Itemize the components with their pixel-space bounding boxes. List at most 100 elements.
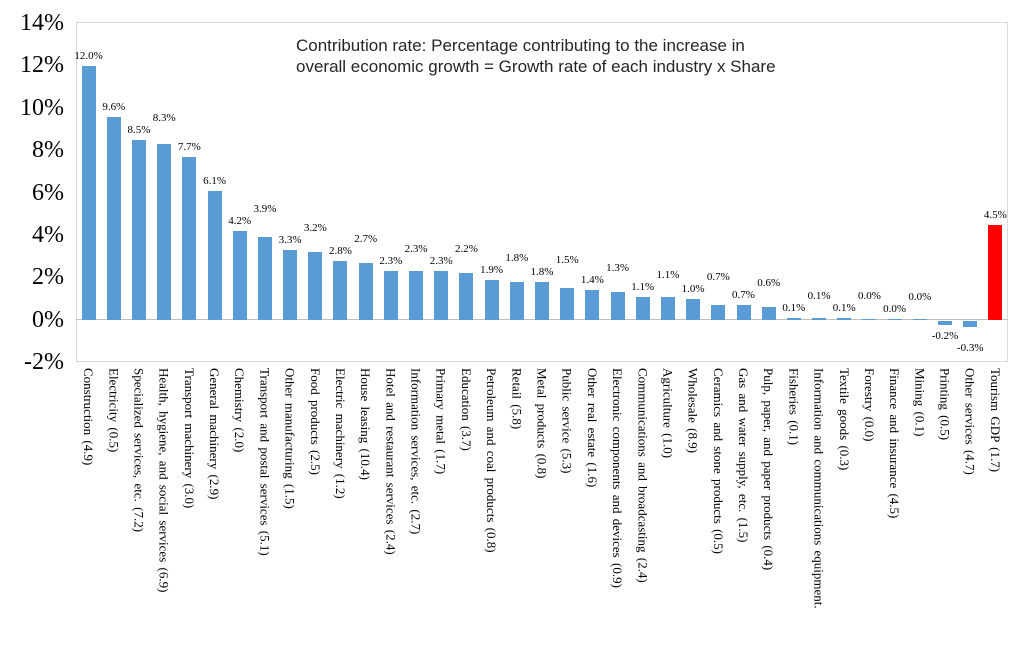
bar [81,66,96,320]
y-tick-label: 10% [20,94,64,121]
bar [257,237,272,320]
x-category-label: Petroleum and coal products (0.8) [484,368,500,553]
chart-annotation: Contribution rate: Percentage contributi… [296,35,776,77]
bar-value-label: 2.3% [429,255,453,267]
bar-value-label: 8.3% [152,112,176,124]
x-category-label: Gas and water supply, etc. (1.5) [736,368,751,543]
x-category-label: Forestry (0.0) [861,368,877,442]
bar [409,271,424,320]
x-category-label: Education (3.7) [458,368,474,451]
bar-value-label: 0.7% [706,271,730,283]
x-category-label: Tourism GDP (1.7) [987,368,1003,473]
bar [283,250,298,320]
x-category-label: Information services, etc. (2.7) [408,368,424,535]
annotation-line-2: overall economic growth = Growth rate of… [296,57,776,76]
y-tick-label: -2% [24,349,64,375]
x-category-label: Public service (5.3) [559,368,575,474]
bar-value-label: 0.6% [757,277,781,289]
bar [711,305,726,320]
bar-value-label: 0.0% [857,290,881,302]
bar [610,292,625,320]
bar [585,290,600,320]
x-category-label: Other services (4.7) [962,368,978,475]
bar-value-label: 0.7% [732,289,755,301]
bar [938,321,953,325]
x-category-label: Communications and broadcasting (2.4) [635,368,651,583]
x-category-label: Health, hygiene, and social services (6.… [156,368,172,593]
bar-value-label: 1.1% [656,269,680,281]
bar-value-label: 1.8% [505,252,529,264]
bar [862,319,877,320]
bar-value-label: 7.7% [177,141,201,153]
bar-value-label: 4.5% [983,209,1007,221]
bar [157,144,172,320]
bar [509,282,524,320]
bar [761,307,776,320]
x-category-label: Metal products (0.8) [534,368,550,479]
annotation-line-1: Contribution rate: Percentage contributi… [296,36,745,55]
bar-value-label: 0.0% [883,303,907,315]
bar [182,157,197,320]
x-category-label: Construction (4.9) [81,368,97,466]
bar-highlight [988,225,1003,320]
bar-value-label: 1.3% [606,262,630,274]
bar [812,318,827,320]
bar-value-label: 1.1% [631,281,655,293]
bar [106,117,121,320]
bar [232,231,247,320]
bar [484,280,499,320]
bar-value-label: 2.8% [329,245,352,257]
bar-value-label: 0.0% [908,291,932,303]
x-category-label: Food products (2.5) [307,368,323,475]
bar-value-label: 3.9% [253,203,277,215]
bar-value-label: -0.2% [931,330,959,342]
x-category-label: Pulp, paper, and paper products (0.4) [761,368,777,571]
x-category-label: Electricity (0.5) [106,368,122,453]
bar [207,191,222,320]
bar [736,305,751,320]
bar [308,252,323,320]
x-category-label: Transport machinery (3.0) [181,368,197,509]
x-category-label: Hotel and restaurant services (2.4) [383,368,399,555]
bar [358,263,373,320]
bar-value-label: 1.0% [681,283,705,295]
bar [963,321,978,327]
x-category-label: Transport and postal services (5.1) [257,368,273,556]
x-category-label: Electric machinery (1.2) [332,368,348,499]
y-tick-label: 14% [20,10,64,36]
bar-value-label: 9.6% [102,101,126,113]
bar [383,271,398,320]
x-category-label: Other real estate (1.6) [584,368,600,488]
bar-value-label: 1.9% [480,264,504,276]
y-tick-label: 12% [20,52,64,79]
bar-value-label: 3.2% [303,222,327,234]
bar-value-label: 3.3% [278,234,302,246]
x-category-label: Wholesale (8.9) [685,368,701,454]
x-category-label: Electronic components and devices (0.9) [610,368,626,588]
x-category-label: General machinery (2.9) [207,368,223,500]
bar [434,271,449,320]
bar-value-label: 2.3% [404,243,428,255]
bar [786,318,801,320]
bar [535,282,549,320]
bar-value-label: 2.2% [454,243,478,255]
x-category-label: House leasing (10.4) [358,368,374,480]
x-category-label: Printing (0.5) [937,368,953,441]
bar-value-label: -0.3% [956,342,984,354]
x-category-label: Specialized services, etc. (7.2) [131,368,147,533]
x-category-label: Retail (5.8) [509,368,525,430]
x-category-label: Other manufacturing (1.5) [282,368,298,509]
bar-value-label: 1.4% [580,274,604,286]
bar-value-label: 0.1% [807,290,831,302]
y-tick-label: 0% [32,306,64,333]
x-category-label: Textile goods (0.3) [836,368,852,471]
x-category-label: Finance and insurance (4.5) [887,368,903,519]
bar [459,273,474,320]
y-tick-label: 2% [32,264,64,291]
bar [887,319,902,320]
bar-value-label: 12.0% [74,50,103,62]
bar [333,261,348,320]
bar-value-label: 6.1% [203,175,226,187]
y-tick-label: 8% [32,137,64,164]
x-category-label: Mining (0.1) [912,368,928,437]
